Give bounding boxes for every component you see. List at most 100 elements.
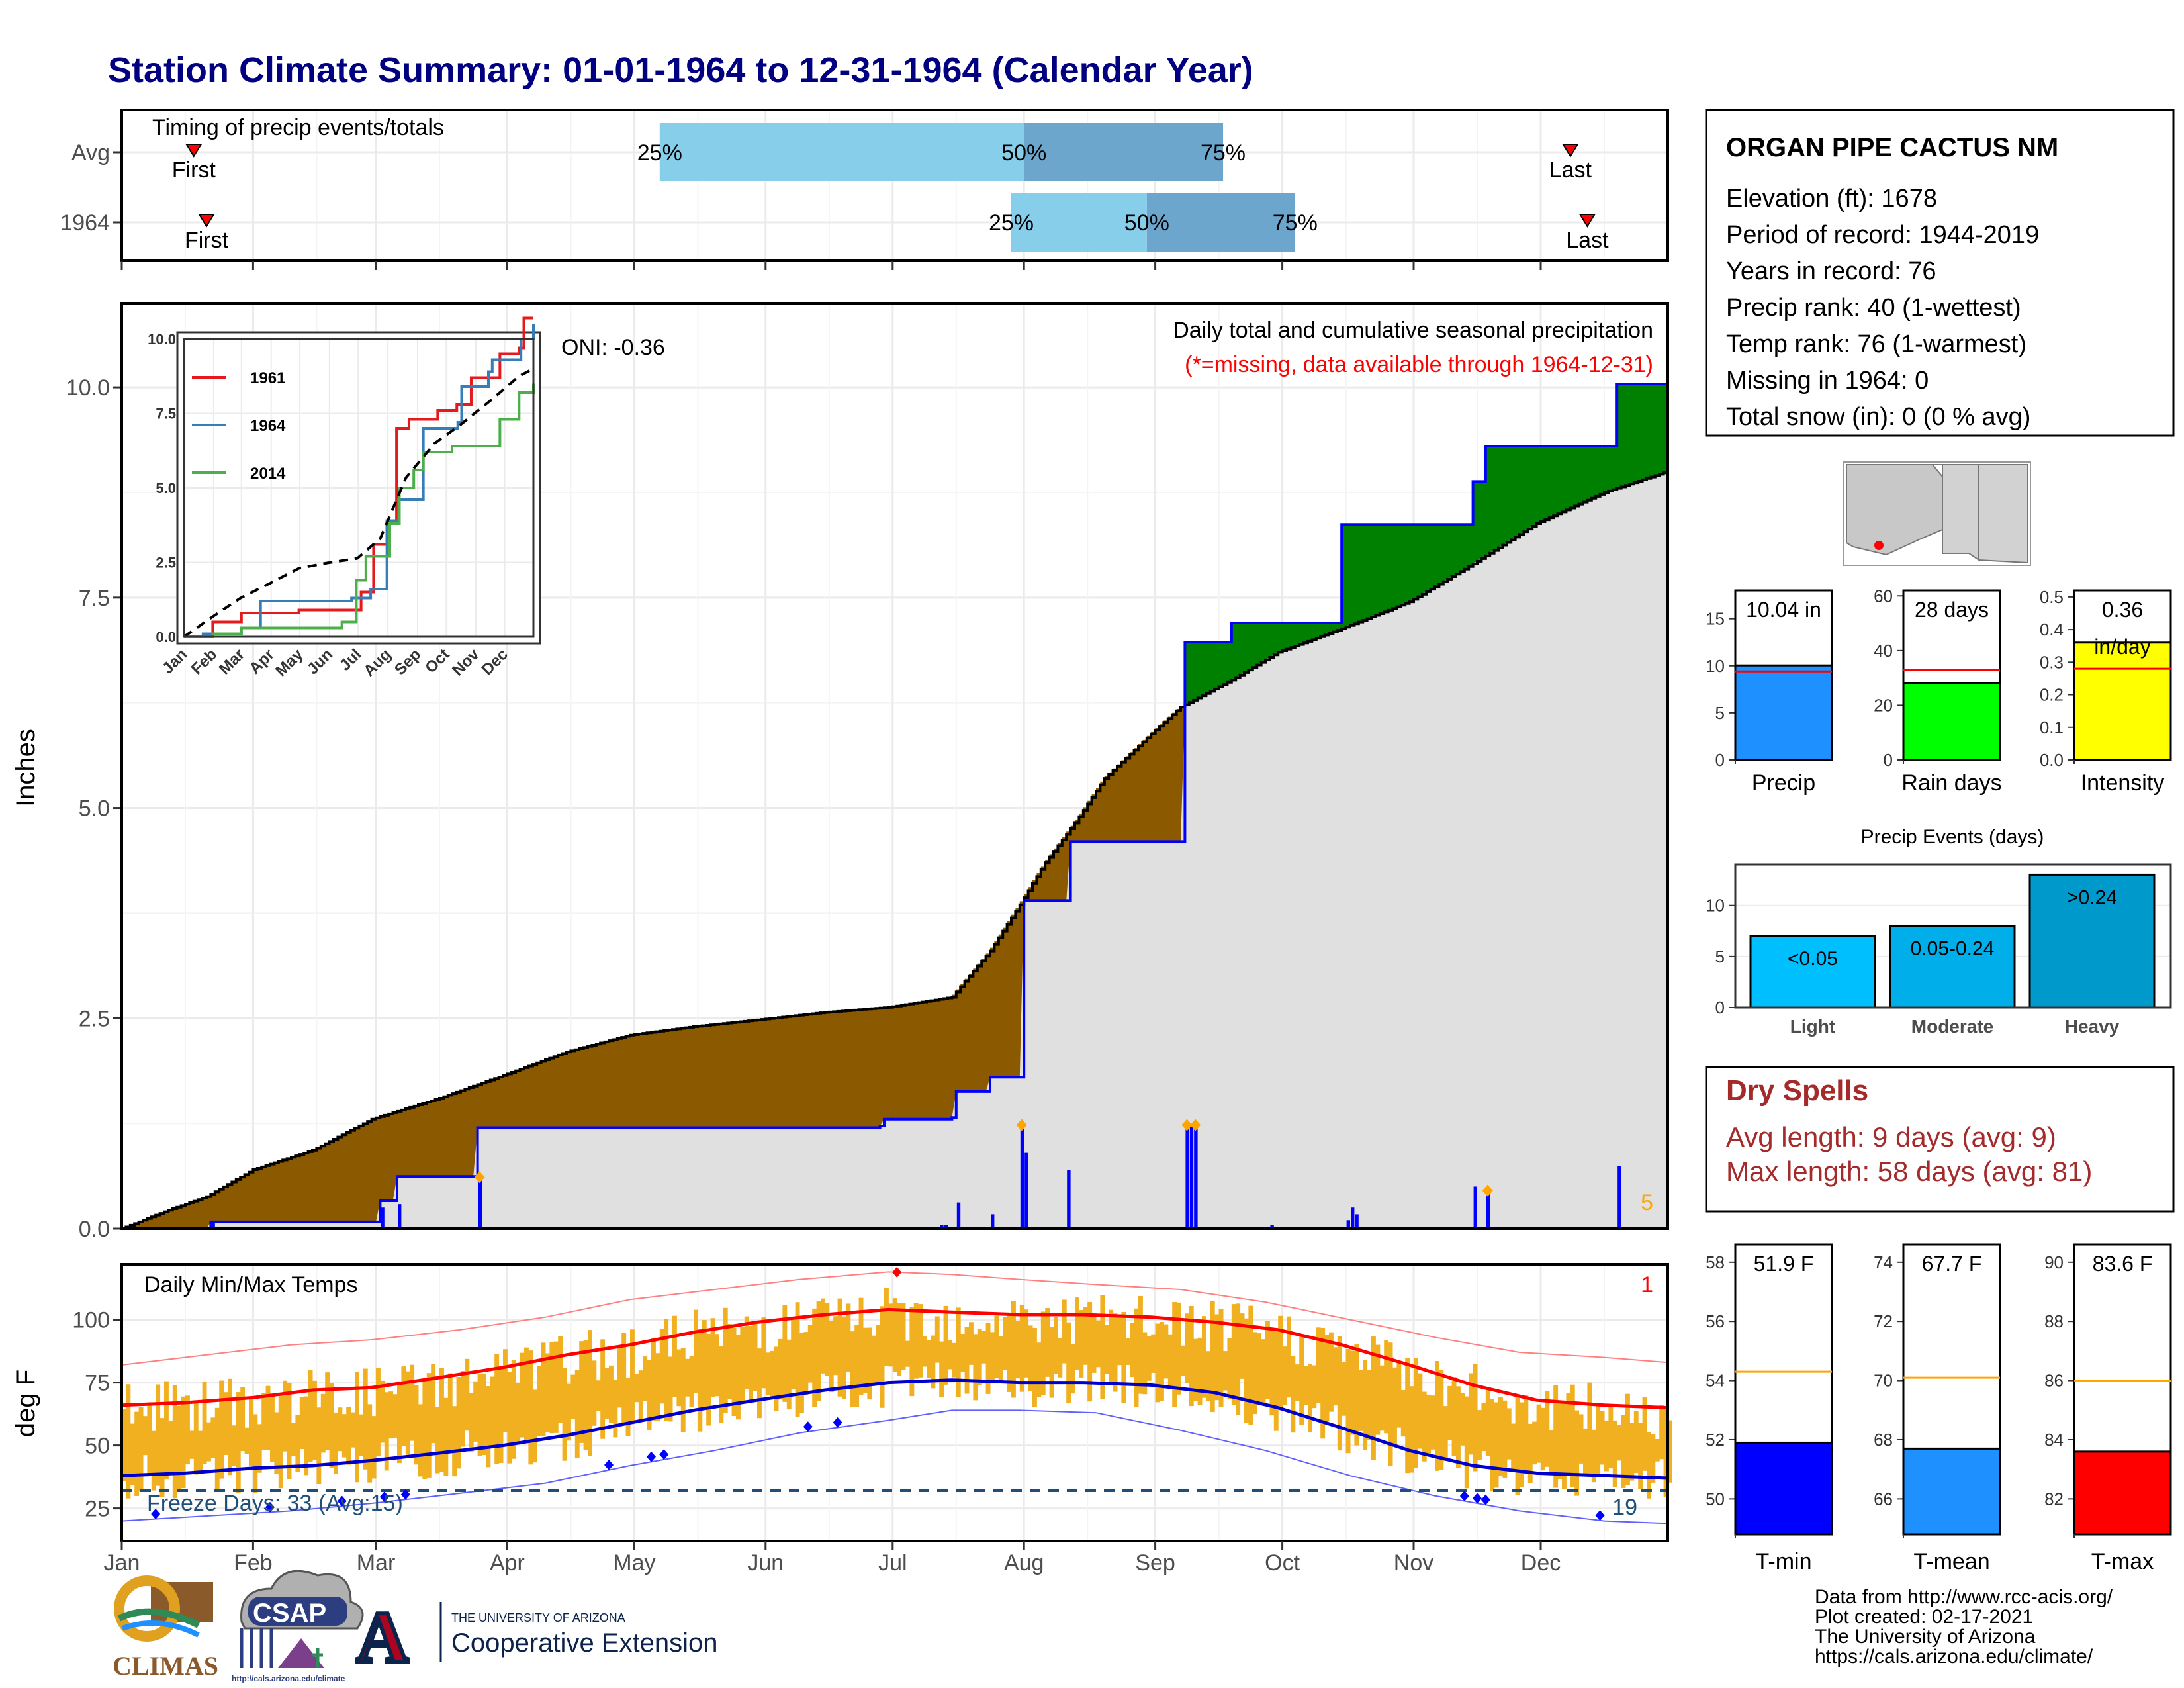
daily-temp-bar [1379,1365,1385,1431]
cumulative-difference [1240,622,1245,674]
daily-temp-bar [122,1409,126,1481]
cumulative-difference [380,1115,385,1201]
timing-p75-label: 75% [1201,140,1246,165]
precip-corner-count: 5 [1641,1190,1653,1215]
daily-temp-bar [600,1339,606,1439]
ua-letter: A [356,1597,408,1677]
cumulative-difference [702,1025,707,1128]
cumulative-difference [469,1086,474,1177]
temp-y-tick-label: 75 [85,1371,110,1396]
below-cumulative-area [122,471,1668,1229]
cumulative-difference [1502,446,1508,544]
daily-temp-bar [181,1396,186,1489]
summary-y-tick-label: 88 [2044,1311,2064,1331]
cumulative-difference [1659,384,1664,474]
cumulative-difference [1049,854,1054,901]
daily-temp-bar [528,1350,533,1465]
cumulative-difference [1629,384,1635,484]
avg-max-line [121,1307,1668,1410]
events-frame [1734,863,2172,1009]
cumulative-difference [1163,720,1169,842]
daily-temp-bar [1231,1304,1236,1405]
cumulative-difference [918,1002,923,1119]
station-line: Elevation (ft): 1678 [1726,185,1937,212]
inset-series-line [184,383,535,638]
daily-temp-bar [1146,1336,1152,1381]
cumulative-difference [490,1079,495,1128]
first-event-label: First [185,228,229,253]
cumulative-difference [1214,642,1220,688]
daily-temp-bar [689,1356,694,1407]
daily-temp-bar [706,1333,711,1426]
cumulative-difference [1231,622,1236,679]
daily-temp-bar [901,1303,906,1370]
cumulative-difference [524,1066,529,1128]
inset-legend-label: 1961 [250,369,285,387]
daily-temp-bar [617,1345,622,1408]
daily-temp-bar [138,1407,144,1492]
daily-temp-bar [829,1321,834,1393]
cumulative-difference [1464,524,1469,568]
summary-y-tick-label: 50 [1706,1489,1725,1509]
cumulative-difference [994,941,999,1078]
station-line: Period of record: 1944-2019 [1726,221,2039,249]
cumulative-difference [901,1005,906,1119]
cumulative-difference [1375,524,1381,615]
record-low-marker [1473,1493,1482,1504]
cumulative-difference [545,1058,550,1128]
daily-temp-bar [558,1336,563,1423]
daily-temp-bar [418,1404,423,1477]
cumulative-difference [880,1008,885,1126]
cumulative-difference [1536,446,1541,523]
daily-temp-bar [981,1331,987,1364]
cumulative-difference [304,1152,309,1222]
daily-temp-bar [1418,1373,1423,1449]
inset-y-tick-label: 0.0 [156,629,176,645]
cumulative-difference [651,1032,656,1128]
cumulative-difference [431,1100,436,1177]
daily-temp-bar [998,1336,1003,1383]
daily-temp-bar [1460,1393,1465,1446]
climas-logo-text: CLIMAS [113,1651,218,1681]
daily-temp-bar [431,1364,436,1444]
daily-temp-bar [1545,1391,1550,1467]
locator-map [1843,461,2031,566]
daily-temp-bar [1435,1360,1439,1471]
cumulative-difference [159,1212,165,1229]
cumulative-difference [1269,622,1275,657]
cumulative-difference [659,1031,664,1128]
cumulative-difference [617,1037,622,1128]
cumulative-difference [1036,873,1042,901]
summary-y-tick-label: 0.5 [2040,587,2064,607]
inset-y-tick-label: 10.0 [148,331,176,348]
cumulative-difference [384,1114,389,1201]
daily-temp-bar [867,1327,872,1400]
daily-temp-bar [1456,1386,1461,1468]
summary-y-tick-label: 15 [1706,609,1725,629]
daily-temp-bar [854,1325,860,1407]
summary-y-tick-label: 0.2 [2040,685,2064,705]
daily-temp-bar [964,1326,970,1394]
daily-temp-bar [1265,1321,1270,1399]
cumulative-difference [1527,446,1533,528]
daily-temp-bar [1015,1321,1021,1379]
event-bar-label: >0.24 [2067,886,2117,908]
cumulative-difference [253,1168,258,1222]
summary-y-tick-label: 68 [1874,1430,1893,1450]
daily-temp-bar [359,1414,364,1456]
cumulative-difference [295,1155,300,1222]
cumulative-difference [998,934,1003,1078]
month-label: Jul [878,1550,907,1575]
daily-temp-bar [469,1393,474,1452]
daily-temp-bar [651,1338,656,1421]
daily-temp-bar [795,1302,800,1417]
cumulative-difference [1155,727,1160,842]
cumulative-difference [1396,524,1402,606]
summary-y-tick-label: 52 [1706,1430,1725,1450]
daily-temp-bar [1354,1344,1359,1446]
daily-temp-bar [193,1403,199,1475]
cumulative-difference [473,1085,478,1177]
daily-temp-bar [1130,1323,1135,1378]
daily-temp-bar [749,1325,754,1401]
